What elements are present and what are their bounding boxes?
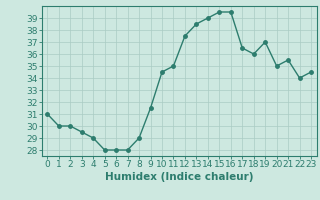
- X-axis label: Humidex (Indice chaleur): Humidex (Indice chaleur): [105, 172, 253, 182]
